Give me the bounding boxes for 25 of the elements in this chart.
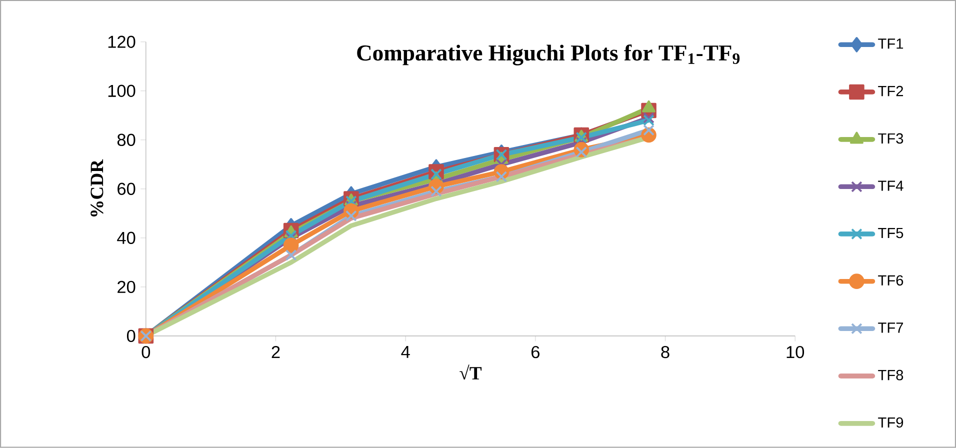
y-tick-label: 100 <box>108 84 136 98</box>
y-tick-label: 60 <box>118 182 136 196</box>
y-tick-label: 120 <box>108 36 136 48</box>
chart-title: Comparative Higuchi Plots for TF$_{1}$-TF$_{9}$ <box>357 44 740 66</box>
legend-label: TF8 <box>878 370 904 380</box>
y-axis-title: %CDR <box>90 159 104 217</box>
legend-label: TF9 <box>878 417 904 428</box>
legend-label: TF1 <box>878 38 904 49</box>
x-tick-label: 10 <box>786 346 804 358</box>
x-tick-label: 8 <box>661 346 670 358</box>
x-tick-label: 0 <box>142 346 150 358</box>
legend-label: TF6 <box>878 275 904 286</box>
legend-label: TF2 <box>878 86 904 96</box>
y-tick-label: 0 <box>126 330 136 342</box>
x-tick-label: 4 <box>401 346 410 358</box>
x-axis-title: √T <box>460 364 482 380</box>
y-tick-label: 20 <box>118 280 136 294</box>
legend-label: TF3 <box>878 133 904 144</box>
y-tick-label: 40 <box>117 232 136 244</box>
legend-label: TF5 <box>878 228 904 238</box>
legend-label: TF7 <box>878 322 904 333</box>
legend-label: TF4 <box>878 180 904 191</box>
y-tick-label: 80 <box>117 134 136 146</box>
x-tick-label: 6 <box>532 346 540 358</box>
x-tick-label: 2 <box>272 346 280 358</box>
